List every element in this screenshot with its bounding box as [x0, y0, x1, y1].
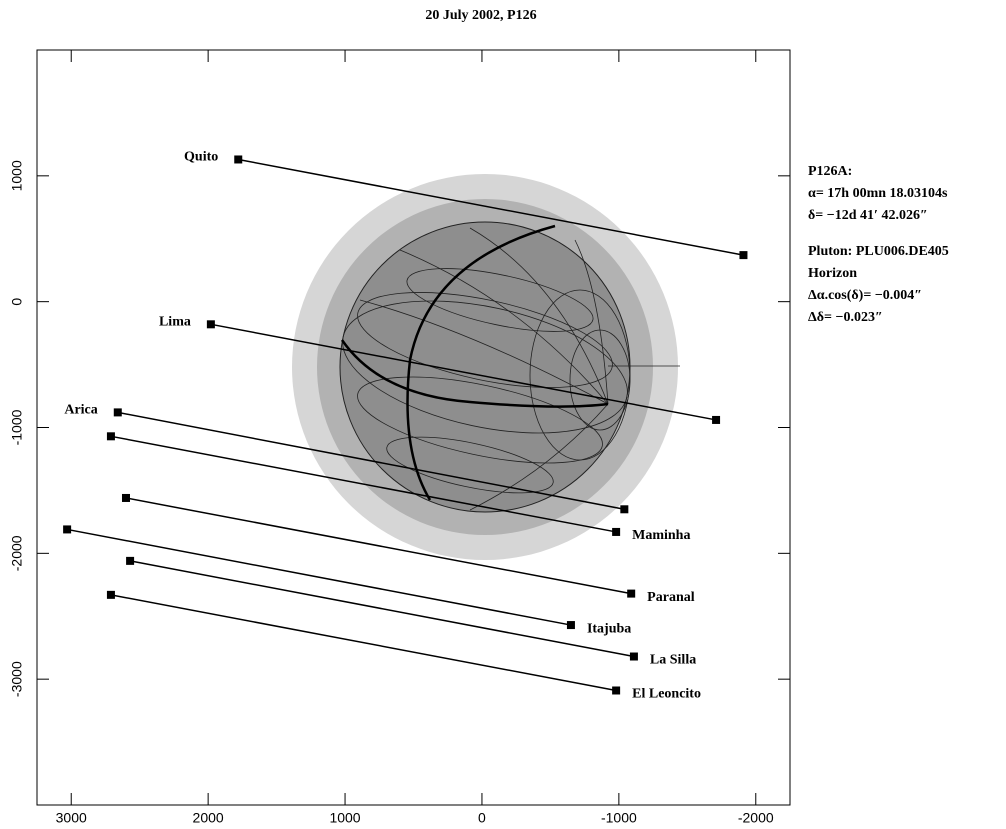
track-end [121, 493, 130, 502]
annotation: Pluton: PLU006.DE405 [808, 244, 949, 259]
annotation: P126A: [808, 164, 852, 179]
track-end [627, 589, 636, 598]
track-end [612, 686, 621, 695]
chart-title: 20 July 2002, P126 [425, 8, 536, 23]
track-end [739, 251, 748, 260]
y-tick-label: -1000 [9, 409, 25, 445]
x-tick-label: 1000 [329, 810, 360, 826]
planet-axes [340, 224, 609, 501]
track-end [206, 320, 215, 329]
track-line [238, 158, 744, 256]
y-tick-label: -3000 [9, 661, 25, 697]
station-label: Paranal [647, 590, 695, 605]
track-end [106, 432, 115, 441]
annotation: Horizon [808, 266, 857, 281]
x-tick-label: 3000 [56, 810, 87, 826]
track-end [612, 527, 621, 536]
station-label: Quito [184, 150, 218, 165]
y-tick-label: -2000 [9, 535, 25, 571]
x-tick-label: -1000 [601, 810, 637, 826]
track-line [110, 594, 617, 692]
track-end [712, 415, 721, 424]
track-line [210, 323, 717, 421]
annotation: Δδ= −0.023″ [808, 310, 883, 325]
x-tick-label: 2000 [193, 810, 224, 826]
y-tick-label: 1000 [9, 160, 25, 191]
annotation: δ= −12d 41′ 42.026″ [808, 208, 928, 223]
track-end [106, 590, 115, 599]
x-tick-label: -2000 [738, 810, 774, 826]
track-end [63, 525, 72, 534]
y-tick-label: 0 [9, 298, 25, 306]
track-line [117, 411, 625, 511]
track-end [113, 408, 122, 417]
station-label: Itajuba [587, 621, 631, 636]
track-end [620, 505, 629, 514]
station-label: El Leoncito [632, 687, 701, 702]
track-line [125, 497, 632, 595]
station-label: Lima [159, 315, 191, 330]
track-end [234, 155, 243, 164]
x-tick-label: 0 [478, 810, 486, 826]
station-label: Maminha [632, 528, 690, 543]
station-label: Arica [64, 403, 97, 418]
planet-grid [342, 227, 680, 511]
annotation: α= 17h 00mn 18.03104s [808, 186, 948, 201]
track-end [566, 621, 575, 630]
track-end [629, 652, 638, 661]
track-end [126, 556, 135, 565]
track-line [66, 528, 572, 626]
station-label: La Silla [650, 653, 696, 668]
track-line [129, 560, 635, 658]
track-line [110, 435, 617, 533]
planet [339, 221, 631, 513]
annotation: Δα.cos(δ)= −0.004″ [808, 288, 922, 303]
